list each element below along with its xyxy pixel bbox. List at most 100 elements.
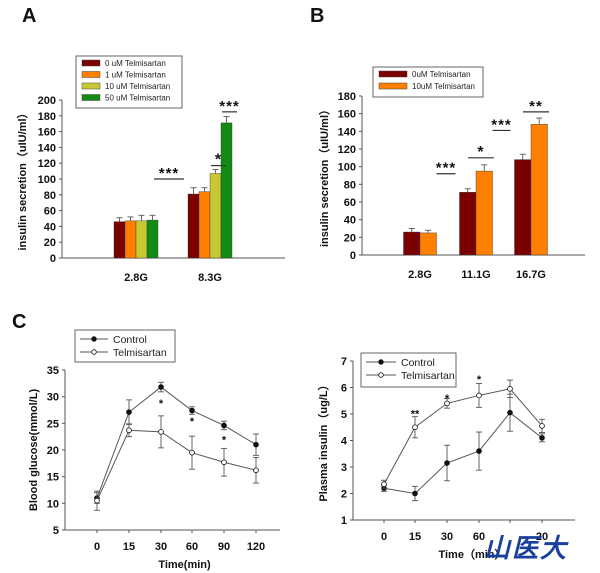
y-tick-label: 180 [38, 111, 56, 123]
y-tick-label: 30 [47, 392, 59, 404]
chart-C-left: C 5 10 15 20 25 30 35 Blood glucose(mmol/L) 0 15 30… [12, 311, 280, 571]
x-tick-label: 90 [218, 541, 230, 553]
significance-stars: * [159, 398, 164, 410]
y-tick-label: 15 [47, 472, 59, 484]
x-tick-label: 30 [441, 531, 453, 543]
data-point [189, 407, 195, 414]
legend-label: 10uM Telmisartan [412, 82, 475, 91]
data-point [126, 427, 132, 434]
x-tick-label: 60 [186, 541, 198, 553]
legend-swatch [378, 70, 408, 78]
y-axis-title: Blood glucose(mmol/L) [28, 389, 40, 512]
bar [459, 192, 477, 256]
legend-label: 1 uM Telmisartan [105, 71, 166, 80]
data-point [444, 400, 450, 407]
data-point [476, 448, 482, 454]
y-tick-label: 80 [44, 190, 56, 202]
y-tick-label: 40 [344, 215, 356, 227]
y-tick-label: 20 [47, 445, 59, 457]
y-tick-label: 100 [38, 174, 56, 186]
legend-swatch [378, 82, 408, 90]
y-axis-title: Plasma insulin（ug/L） [317, 379, 330, 501]
y-tick-label: 160 [338, 109, 356, 121]
series-line-telmisartan [383, 388, 543, 485]
chart-C-right: 1 2 3 4 5 6 7 Plasma insulin（ug/L） 0 15 30 60 20 Time… [317, 352, 575, 561]
series-line-control [96, 386, 257, 499]
legend-label: Telmisartan [113, 347, 167, 359]
bar [475, 170, 493, 256]
y-tick-label: 120 [338, 144, 356, 156]
x-tick-label: 15 [123, 541, 135, 553]
data-point [507, 386, 513, 392]
data-point [158, 384, 164, 390]
y-tick-label: 40 [44, 221, 56, 233]
significance-stars: * [190, 416, 195, 428]
data-point [221, 459, 227, 466]
panel-label-A: A [22, 5, 36, 27]
legend-label: Control [113, 334, 147, 346]
data-point [381, 481, 387, 488]
y-tick-label: 160 [38, 127, 56, 139]
significance-stars: *** [491, 116, 512, 133]
significance-stars: *** [159, 165, 180, 182]
data-point [507, 409, 513, 416]
legend-box [74, 329, 176, 363]
legend-label: 0uM Telmisartan [412, 70, 471, 79]
y-tick-label: 140 [38, 142, 56, 154]
bar [187, 193, 200, 259]
x-tick-label: 8.3G [198, 272, 222, 284]
bar [113, 221, 126, 259]
legend-swatch [81, 94, 101, 101]
bar [209, 173, 222, 259]
x-tick-label: 2.8G [408, 269, 432, 281]
data-point [253, 441, 259, 448]
series-line-telmisartan [96, 429, 257, 501]
legend-swatch [81, 59, 101, 67]
y-tick-label: 20 [344, 232, 356, 244]
y-tick-label: 200 [38, 95, 56, 107]
bar [198, 191, 211, 259]
y-tick-label: 4 [341, 436, 348, 448]
significance-stars: * [477, 374, 482, 386]
y-tick-label: 100 [338, 162, 356, 174]
y-tick-label: 3 [341, 462, 347, 474]
y-tick-label: 7 [341, 356, 347, 368]
legend-swatch [81, 82, 101, 90]
bar [135, 220, 148, 259]
panel-label-B: B [310, 5, 324, 27]
y-tick-label: 60 [44, 206, 56, 218]
data-point [412, 424, 418, 431]
y-tick-label: 180 [338, 91, 356, 103]
bar [419, 232, 437, 256]
legend-box [360, 352, 457, 388]
legend-marker [91, 336, 97, 342]
y-tick-label: 25 [47, 418, 59, 430]
data-point [476, 392, 482, 399]
data-point [253, 467, 259, 474]
chart-B: B 0 20 40 60 80 100 120 140 160 180 insulin secreti… [310, 5, 585, 281]
significance-stars: *** [436, 160, 457, 177]
series-line-control [383, 411, 543, 495]
legend-marker [378, 359, 384, 365]
chart-A: A 0 20 40 60 80 100 120 140 160 180 200 insulin secr… [16, 5, 285, 284]
legend-label: Telmisartan [401, 370, 455, 382]
x-tick-label: 11.1G [461, 269, 490, 281]
data-point [94, 497, 100, 504]
watermark-logo: 山医大 [484, 534, 569, 564]
x-tick-label: 0 [381, 531, 387, 543]
legend-label: Control [401, 357, 435, 369]
x-tick-label: 15 [409, 531, 421, 543]
y-tick-label: 120 [38, 158, 56, 170]
bar [124, 220, 137, 259]
data-point [126, 409, 132, 415]
y-tick-label: 6 [341, 383, 347, 395]
x-axis-title: Time（min） [438, 548, 505, 561]
bar [220, 122, 233, 259]
legend-marker [91, 349, 97, 355]
y-tick-label: 20 [44, 237, 56, 249]
significance-stars: * [222, 434, 227, 446]
significance-stars: ** [411, 409, 420, 421]
significance-stars: *** [219, 98, 240, 115]
y-tick-label: 80 [344, 179, 356, 191]
